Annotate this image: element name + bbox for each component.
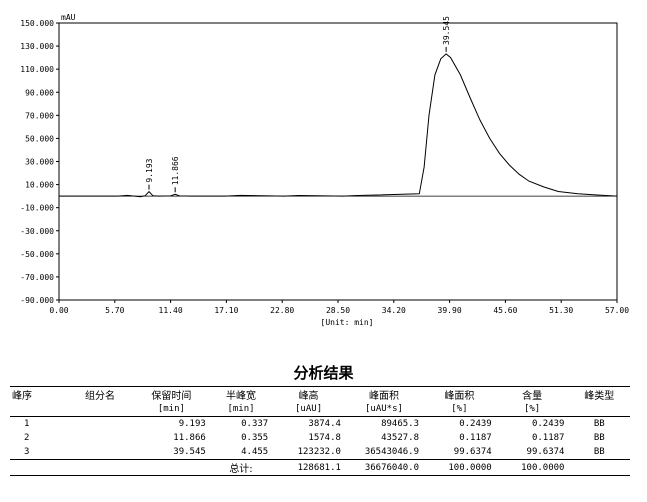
plot-frame <box>58 22 618 301</box>
col-peak-type: 峰类型 <box>568 386 630 402</box>
y-tick-label: 90.000 <box>25 88 54 97</box>
total-area: 36676040.0 <box>344 459 423 476</box>
x-tick-label: 5.70 <box>105 306 124 315</box>
total-height: 128681.1 <box>272 459 345 476</box>
unit-area: [uAU*s] <box>344 402 423 417</box>
cell-area-pct: 0.1187 <box>459 433 492 443</box>
x-tick-label: 11.40 <box>159 306 183 315</box>
cell-content: 99.6374 <box>526 447 565 457</box>
cell-content: 0.1187 <box>531 433 565 443</box>
chromatogram-trace <box>59 53 618 198</box>
cell-peak-no: 2 <box>24 433 30 443</box>
x-tick-label: 22.80 <box>270 306 294 315</box>
total-label: 总计: <box>209 459 273 476</box>
cell-peak-type: BB <box>593 419 605 429</box>
cell-component <box>67 431 133 445</box>
cell-empty <box>67 459 133 476</box>
cell-area: 89465.3 <box>381 419 419 429</box>
x-tick-label: 34.20 <box>382 306 406 315</box>
unit-peak-type <box>568 402 630 417</box>
unit-height: [uAU] <box>272 402 345 417</box>
cell-component <box>67 417 133 432</box>
y-tick-label: 30.000 <box>25 158 54 167</box>
table-header-row: 峰序 组分名 保留时间 半峰宽 峰高 峰面积 峰面积 含量 峰类型 <box>10 386 630 402</box>
col-height: 峰高 <box>272 386 345 402</box>
col-area: 峰面积 <box>344 386 423 402</box>
col-half-width: 半峰宽 <box>209 386 273 402</box>
peak-label: 9.193 <box>145 158 154 182</box>
results-table: 峰序 组分名 保留时间 半峰宽 峰高 峰面积 峰面积 含量 峰类型 [min] … <box>10 386 630 476</box>
cell-height: 3874.4 <box>308 419 341 429</box>
cell-area-pct: 0.2439 <box>459 419 492 429</box>
x-tick-label: 17.10 <box>214 306 238 315</box>
x-axis-label: [Unit: min] <box>321 318 374 327</box>
y-tick-label: -90.000 <box>20 296 54 305</box>
y-tick-label: 10.000 <box>25 181 54 190</box>
y-tick-label: 150.000 <box>20 19 54 28</box>
table-row: 2 11.866 0.355 1574.8 43527.8 0.1187 0.1… <box>10 431 630 445</box>
x-tick-label: 39.90 <box>438 306 462 315</box>
cell-retention-time: 39.545 <box>173 447 206 457</box>
x-tick-label: 0.00 <box>49 306 68 315</box>
y-tick-label: -10.000 <box>20 204 54 213</box>
cell-component <box>67 445 133 460</box>
cell-retention-time: 11.866 <box>173 433 206 443</box>
cell-half-width: 0.355 <box>241 433 269 443</box>
y-axis-label: mAU <box>61 13 76 22</box>
y-tick-label: 70.000 <box>25 111 54 120</box>
cell-area: 36543046.9 <box>364 447 419 457</box>
unit-component <box>67 402 133 417</box>
x-tick-label: 51.30 <box>549 306 573 315</box>
cell-peak-no: 3 <box>24 447 30 457</box>
unit-half-width: [min] <box>209 402 273 417</box>
cell-peak-type: BB <box>593 447 605 457</box>
cell-half-width: 0.337 <box>241 419 269 429</box>
cell-content: 0.2439 <box>531 419 565 429</box>
y-tick-label: 50.000 <box>25 134 54 143</box>
total-area-pct: 100.0000 <box>423 459 496 476</box>
col-content: 含量 <box>495 386 569 402</box>
col-retention-time: 保留时间 <box>132 386 210 402</box>
cell-empty <box>10 459 68 476</box>
total-content: 100.0000 <box>495 459 569 476</box>
y-tick-label: -30.000 <box>20 227 54 236</box>
unit-peak-no <box>10 402 68 417</box>
x-tick-label: 45.60 <box>493 306 517 315</box>
col-area-pct: 峰面积 <box>423 386 496 402</box>
y-tick-label: 130.000 <box>20 42 54 51</box>
col-peak-no: 峰序 <box>10 386 68 402</box>
peak-label: 39.545 <box>442 16 451 45</box>
results-title: 分析结果 <box>293 364 354 382</box>
x-tick-label: 57.00 <box>605 306 629 315</box>
unit-area-pct: [%] <box>423 402 496 417</box>
x-tick-label: 28.50 <box>326 306 350 315</box>
cell-height: 123232.0 <box>297 447 341 457</box>
peak-label: 11.866 <box>171 156 180 185</box>
total-row: 总计: 128681.1 36676040.0 100.0000 100.000… <box>10 459 630 476</box>
cell-area: 43527.8 <box>381 433 419 443</box>
y-tick-label: 110.000 <box>20 65 54 74</box>
cell-empty <box>568 459 630 476</box>
cell-peak-no: 1 <box>24 419 30 429</box>
cell-area-pct: 99.6374 <box>453 447 492 457</box>
col-component: 组分名 <box>67 386 133 402</box>
unit-retention-time: [min] <box>132 402 210 417</box>
unit-content: [%] <box>495 402 569 417</box>
table-row: 3 39.545 4.455 123232.0 36543046.9 99.63… <box>10 445 630 460</box>
cell-empty <box>132 459 210 476</box>
y-tick-label: -70.000 <box>20 273 54 282</box>
y-tick-label: -50.000 <box>20 250 54 259</box>
table-row: 1 9.193 0.337 3874.4 89465.3 0.2439 0.24… <box>10 417 630 432</box>
cell-peak-type: BB <box>593 433 605 443</box>
cell-height: 1574.8 <box>308 433 341 443</box>
table-units-row: [min] [min] [uAU] [uAU*s] [%] [%] <box>10 402 630 417</box>
chromatogram-chart: mAU [Unit: min] 150.000 130.000 110.000 90.… <box>20 13 629 327</box>
cell-half-width: 4.455 <box>241 447 269 457</box>
cell-retention-time: 9.193 <box>178 419 206 429</box>
